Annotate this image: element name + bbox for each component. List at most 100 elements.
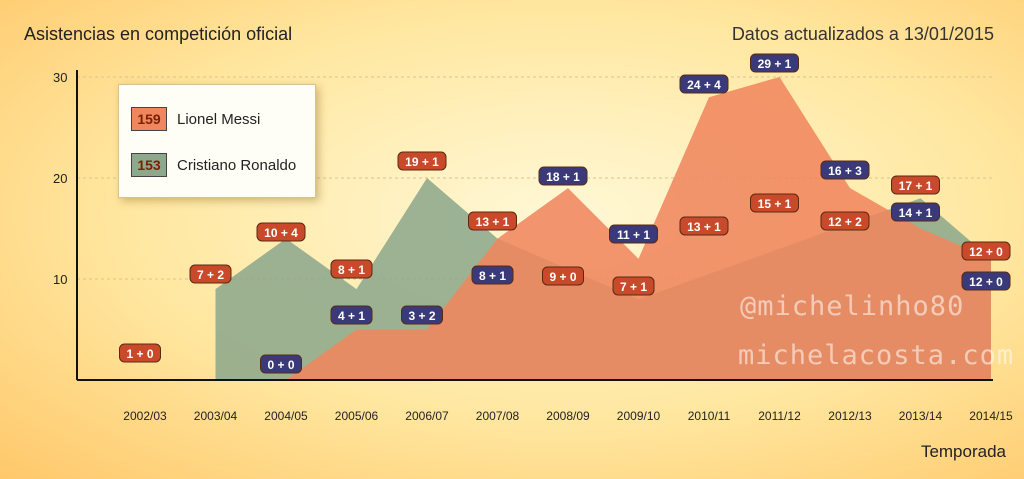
data-label-badge xyxy=(679,216,729,236)
x-tick-label: 2008/09 xyxy=(546,409,590,423)
data-label: 16 + 3 xyxy=(820,160,870,180)
data-label-text: 19 + 1 xyxy=(405,155,439,169)
data-label-text: 12 + 0 xyxy=(969,245,1003,259)
data-label: 13 + 1 xyxy=(679,216,729,236)
data-label-badge xyxy=(542,266,584,286)
chart-title: Asistencias en competición oficial xyxy=(24,24,293,44)
x-tick-label: 2012/13 xyxy=(828,409,872,423)
data-label-badge xyxy=(961,271,1011,291)
data-label: 14 + 1 xyxy=(891,202,940,222)
data-label: 18 + 1 xyxy=(538,166,588,186)
data-label-text: 0 + 0 xyxy=(267,358,294,372)
legend-name-messi: Lionel Messi xyxy=(177,110,261,128)
data-label-text: 13 + 1 xyxy=(476,215,510,229)
x-tick-label: 2007/08 xyxy=(476,409,520,423)
data-label-badge xyxy=(401,305,443,325)
x-tick-label: 2014/15 xyxy=(969,409,1013,423)
data-label: 8 + 1 xyxy=(330,259,373,279)
update-date: Datos actualizados a 13/01/2015 xyxy=(731,24,994,44)
data-label-badge xyxy=(609,224,658,244)
data-label-badge xyxy=(679,74,729,94)
data-label: 11 + 1 xyxy=(609,224,658,244)
data-label: 29 + 1 xyxy=(750,53,799,73)
x-axis-label: Temporada xyxy=(920,442,1006,461)
watermark-site: michelacosta.com xyxy=(738,340,1015,371)
data-label: 17 + 1 xyxy=(891,175,940,195)
data-label-text: 8 + 1 xyxy=(479,269,506,283)
legend-total-ronaldo: 153 xyxy=(131,153,167,177)
data-label-badge xyxy=(260,354,302,374)
data-label-text: 24 + 4 xyxy=(687,78,721,92)
x-tick-label: 2005/06 xyxy=(335,409,379,423)
data-label-badge xyxy=(538,166,588,186)
data-label-text: 16 + 3 xyxy=(828,164,862,178)
y-tick-label: 10 xyxy=(53,272,67,287)
data-label-badge xyxy=(330,305,373,325)
data-label-text: 9 + 0 xyxy=(549,270,576,284)
data-label-text: 14 + 1 xyxy=(899,206,933,220)
x-tick-label: 2003/04 xyxy=(194,409,238,423)
data-label-badge xyxy=(189,264,232,284)
data-label-text: 13 + 1 xyxy=(687,220,721,234)
data-label: 12 + 2 xyxy=(820,211,870,231)
data-label-badge xyxy=(961,241,1011,261)
data-label-text: 11 + 1 xyxy=(617,228,650,242)
data-label-text: 29 + 1 xyxy=(758,57,792,71)
data-label: 19 + 1 xyxy=(397,151,447,171)
legend-total-messi: 159 xyxy=(131,107,167,131)
data-label-badge xyxy=(820,211,870,231)
data-label-text: 17 + 1 xyxy=(899,179,933,193)
data-label: 10 + 4 xyxy=(256,222,306,242)
legend-name-ronaldo: Cristiano Ronaldo xyxy=(177,156,297,174)
data-label: 4 + 1 xyxy=(330,305,373,325)
data-label-text: 7 + 2 xyxy=(197,268,224,282)
data-label: 3 + 2 xyxy=(401,305,443,325)
data-label: 7 + 2 xyxy=(189,264,232,284)
x-tick-label: 2009/10 xyxy=(617,409,661,423)
data-label: 0 + 0 xyxy=(260,354,302,374)
y-tick-label: 20 xyxy=(53,171,67,186)
data-label-text: 4 + 1 xyxy=(338,309,365,323)
data-label: 8 + 1 xyxy=(471,265,514,285)
data-label-badge xyxy=(750,53,799,73)
data-label: 12 + 0 xyxy=(961,241,1011,261)
data-label-badge xyxy=(750,193,799,213)
x-tick-label: 2013/14 xyxy=(899,409,943,423)
data-label-badge xyxy=(330,259,373,279)
data-label-badge xyxy=(891,175,940,195)
data-label: 9 + 0 xyxy=(542,266,584,286)
legend: 159 Lionel Messi 153 Cristiano Ronaldo xyxy=(118,84,316,198)
x-tick-label: 2006/07 xyxy=(405,409,449,423)
data-label: 1 + 0 xyxy=(119,343,161,363)
y-tick-label: 30 xyxy=(53,70,67,85)
data-label-badge xyxy=(468,211,517,231)
data-label: 12 + 0 xyxy=(961,271,1011,291)
data-label: 7 + 1 xyxy=(612,276,655,296)
data-label-text: 1 + 0 xyxy=(126,347,153,361)
data-label-text: 8 + 1 xyxy=(338,263,365,277)
data-label-badge xyxy=(119,343,161,363)
data-label-text: 10 + 4 xyxy=(264,226,298,240)
data-label-badge xyxy=(612,276,655,296)
area-series-lionel-messi xyxy=(286,77,991,380)
data-label: 13 + 1 xyxy=(468,211,517,231)
data-label-text: 12 + 0 xyxy=(969,275,1003,289)
data-label-badge xyxy=(256,222,306,242)
data-label-text: 7 + 1 xyxy=(620,280,647,294)
x-tick-label: 2011/12 xyxy=(758,409,801,423)
legend-item-messi: 159 Lionel Messi xyxy=(131,107,260,131)
data-label-text: 15 + 1 xyxy=(758,197,792,211)
data-label-badge xyxy=(820,160,870,180)
x-tick-label: 2004/05 xyxy=(264,409,308,423)
data-label: 15 + 1 xyxy=(750,193,799,213)
data-label: 24 + 4 xyxy=(679,74,729,94)
data-label-text: 3 + 2 xyxy=(408,309,435,323)
data-label-badge xyxy=(471,265,514,285)
watermark-twitter: @michelinho80 xyxy=(740,291,965,322)
legend-item-ronaldo: 153 Cristiano Ronaldo xyxy=(131,153,296,177)
data-label-badge xyxy=(397,151,447,171)
data-label-badge xyxy=(891,202,940,222)
data-label-text: 18 + 1 xyxy=(546,170,580,184)
x-tick-label: 2010/11 xyxy=(688,409,731,423)
